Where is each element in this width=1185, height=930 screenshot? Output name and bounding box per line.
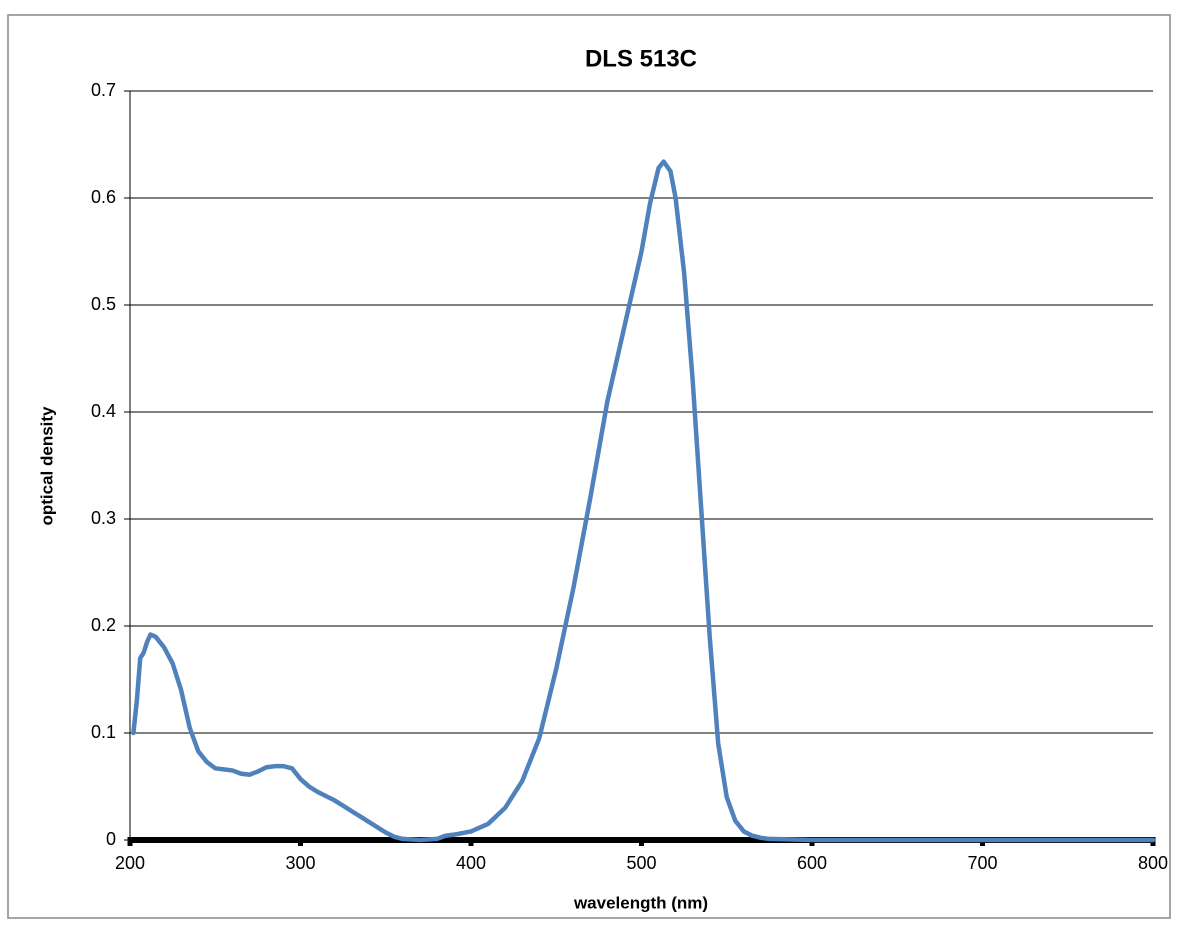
y-tick-label: 0 — [106, 829, 116, 849]
y-tick-label: 0.5 — [91, 294, 116, 314]
x-tick-label: 400 — [456, 853, 486, 873]
data-line — [131, 159, 1156, 843]
y-tick-label: 0.4 — [91, 401, 116, 421]
y-tick-label: 0.2 — [91, 615, 116, 635]
y-tick-label: 0.6 — [91, 187, 116, 207]
chart-title: DLS 513C — [585, 45, 697, 72]
y-axis-title: optical density — [37, 406, 56, 526]
chart-frame — [7, 14, 1171, 919]
x-tick-label: 200 — [115, 853, 145, 873]
y-tick-label: 0.7 — [91, 80, 116, 100]
y-tick-label: 0.1 — [91, 722, 116, 742]
y-tick-label: 0.3 — [91, 508, 116, 528]
x-tick-label: 600 — [797, 853, 827, 873]
x-tick-label: 700 — [967, 853, 997, 873]
x-tick-label: 500 — [626, 853, 656, 873]
x-tick-label: 800 — [1138, 853, 1168, 873]
x-axis-title: wavelength (nm) — [573, 893, 708, 912]
x-tick-label: 300 — [285, 853, 315, 873]
